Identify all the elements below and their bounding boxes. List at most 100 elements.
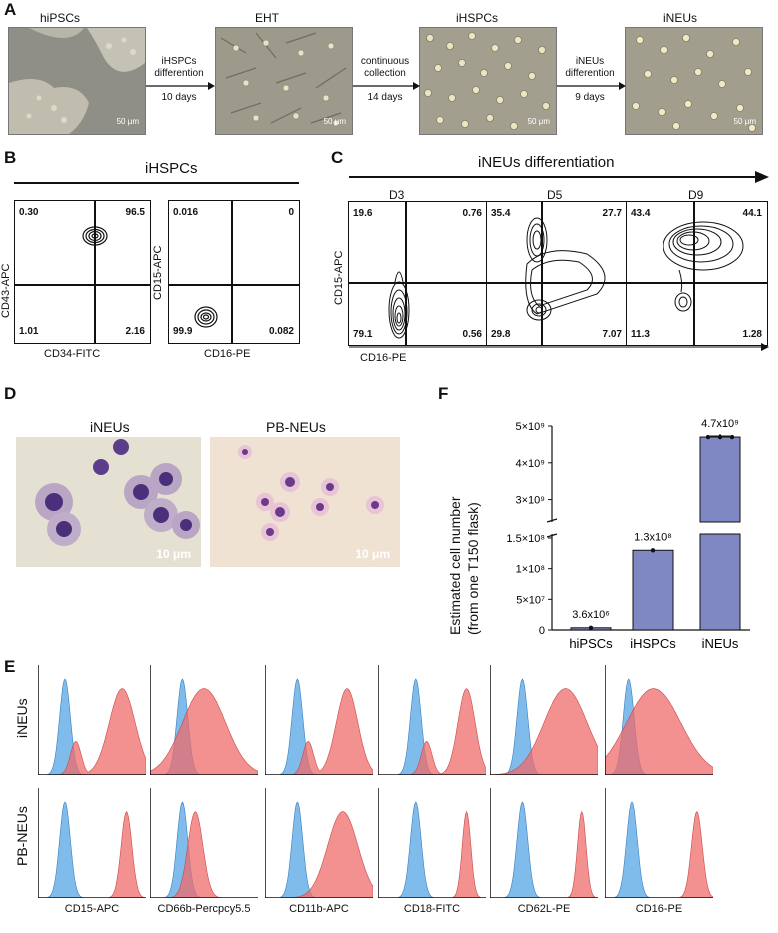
micrograph-ineu: 50 μm <box>625 27 763 135</box>
quadrant-lr: 7.07 <box>602 329 622 340</box>
gate-v <box>231 201 233 343</box>
stain-curve <box>265 688 374 776</box>
ineu-image <box>626 28 762 134</box>
histogram-pb-neus-6 <box>604 788 714 899</box>
histogram-pb-neus-4 <box>377 788 486 899</box>
day-label-d9: D9 <box>688 188 704 202</box>
category-label: hiPSCs <box>569 636 613 650</box>
gate-h <box>15 284 150 286</box>
histogram-ineus-2 <box>149 665 259 776</box>
micrograph-label-pbneu: PB-NEUs <box>266 419 326 435</box>
panel-b-title: iHSPCs <box>145 160 198 177</box>
x-axis-label-cd16: CD16-PE <box>204 348 251 360</box>
arrow-1-line3: 10 days <box>161 92 197 103</box>
histogram-plot <box>37 665 147 776</box>
axis-break-mark <box>546 533 558 538</box>
stain-curve <box>378 810 486 899</box>
axis-break-mark <box>546 518 558 523</box>
stain-curve <box>604 688 714 776</box>
contour-population <box>194 306 218 328</box>
histogram-ineus-6 <box>604 665 714 776</box>
y-tick-label: 1.5×10⁸ <box>506 533 545 545</box>
marker-label-1: CD15-APC <box>64 903 120 915</box>
micrograph-label-ineu: iNEUs <box>90 419 130 435</box>
flow-plot-cd15-cd16: 0.016 0 99.9 0.082 <box>168 200 300 344</box>
y-tick-label: 0 <box>539 625 545 637</box>
marker-label-2: CD66b-Percpcy5.5 <box>157 903 251 915</box>
stain-curve <box>490 810 599 899</box>
bar <box>632 549 674 631</box>
arrow-3 <box>557 82 626 90</box>
gate-v <box>405 202 407 345</box>
flow-plot-d3: 19.6 0.76 79.1 0.56 <box>348 201 488 346</box>
pbneu-cells <box>238 445 384 541</box>
arrow-2-line1: continuous <box>360 56 410 67</box>
quadrant-ll: 79.1 <box>353 329 373 340</box>
stain-curve <box>265 811 374 899</box>
y-tick-label: 3×10⁹ <box>516 495 546 507</box>
scale-label: 10 μm <box>355 547 390 561</box>
quadrant-ul: 0.30 <box>19 207 39 218</box>
gate-h <box>169 284 299 286</box>
panel-label-b: B <box>4 148 17 167</box>
micrograph-eht: 50 μm <box>215 27 353 135</box>
quadrant-ul: 43.4 <box>631 208 651 219</box>
quadrant-ll: 1.01 <box>19 326 39 337</box>
histogram-plot <box>37 788 147 899</box>
data-point <box>729 434 735 440</box>
histogram-plot <box>604 665 714 776</box>
panel-c-x-arrow <box>349 343 769 351</box>
quadrant-ur: 44.1 <box>742 208 762 219</box>
histogram-ineus-4 <box>377 665 487 776</box>
day-label-d5: D5 <box>547 188 563 202</box>
gate-v <box>94 201 96 343</box>
arrow-2-line2: collection <box>364 68 406 79</box>
scale-bar-label: 50 μm <box>527 117 550 126</box>
panel-b-title-line <box>14 182 299 184</box>
gate-v <box>541 202 543 345</box>
contour-population <box>82 226 108 246</box>
histogram-pb-neus-3 <box>264 788 374 899</box>
scale-bar-label: 50 μm <box>323 117 346 126</box>
contour-population <box>388 271 410 339</box>
contour-population <box>663 221 744 312</box>
quadrant-ul: 19.6 <box>353 208 373 219</box>
arrow-3-line2: differention <box>565 68 615 79</box>
stage-label-ineu: iNEUs <box>663 11 698 25</box>
value-label: 4.7x10⁹ <box>701 418 739 430</box>
histogram-plot <box>489 665 599 776</box>
x-axis-label-c: CD16-PE <box>360 352 407 364</box>
quadrant-lr: 1.28 <box>742 329 762 340</box>
quadrant-lr: 0.56 <box>462 329 482 340</box>
histogram-plot <box>604 788 714 899</box>
stain-image-pbneu: 10 μm <box>210 437 400 567</box>
f-ylabel-2: (from one T150 flask) <box>465 502 481 635</box>
quadrant-ll: 99.9 <box>173 326 193 337</box>
category-label: iNEUs <box>702 636 739 650</box>
scale-bar-label: 50 μm <box>733 117 756 126</box>
row-label-ineu: iNEUs <box>14 698 30 738</box>
data-point <box>717 434 723 440</box>
eht-image <box>216 28 352 134</box>
stain-curve <box>149 688 259 776</box>
arrow-3-line1: iNEUs <box>575 56 605 67</box>
marker-label-6: CD16-PE <box>635 903 683 915</box>
quadrant-ll: 11.3 <box>631 329 650 340</box>
gate-h <box>349 282 487 284</box>
y-axis-label-c: CD15-APC <box>333 250 345 305</box>
stain-image-ineu: 10 μm <box>16 437 201 567</box>
flow-plot-d9: 43.4 44.1 11.3 1.28 <box>626 201 768 346</box>
bar <box>699 533 741 631</box>
marker-label-5: CD62L-PE <box>517 903 571 915</box>
panel-label-e: E <box>4 657 16 676</box>
data-point <box>588 625 594 630</box>
category-label: iHSPCs <box>630 636 676 650</box>
panel-c-arrow <box>349 171 769 183</box>
ineu-cells <box>35 439 200 546</box>
histogram-ineus-5 <box>489 665 599 776</box>
arrow-1-line2: differention <box>154 68 204 79</box>
marker-label-3: CD11b-APC <box>289 903 349 915</box>
histogram-ineus-3 <box>264 665 374 776</box>
gate-h <box>627 282 767 284</box>
value-label: 1.3x10⁸ <box>634 531 672 543</box>
